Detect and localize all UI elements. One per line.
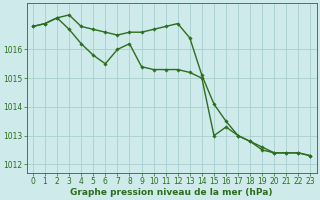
X-axis label: Graphe pression niveau de la mer (hPa): Graphe pression niveau de la mer (hPa) (70, 188, 273, 197)
